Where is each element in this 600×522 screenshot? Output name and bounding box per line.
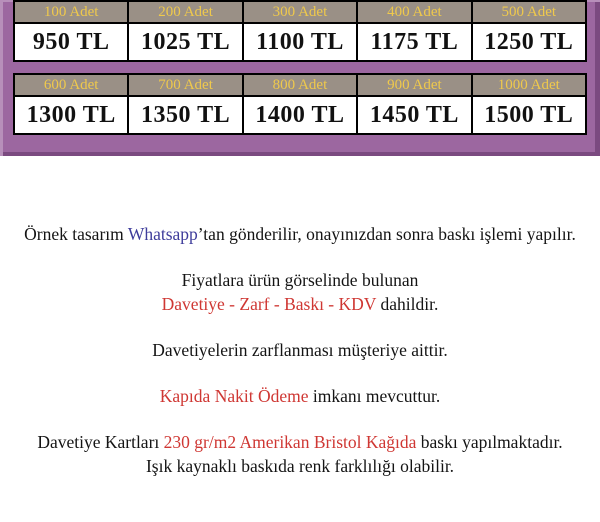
cash-on-delivery-post: imkanı mevcuttur. [308, 386, 441, 406]
qty-header-row: 600 Adet 700 Adet 800 Adet 900 Adet 1000… [12, 73, 588, 97]
price-includes-line1: Fiyatlara ürün görselinde bulunan [181, 270, 419, 290]
price-table-bottom: 600 Adet 700 Adet 800 Adet 900 Adet 1000… [12, 73, 588, 135]
price-cell: 1500 TL [470, 95, 588, 135]
qty-header-cell: 600 Adet [12, 73, 130, 97]
paper-quality-post: baskı yapılmaktadır. [416, 432, 563, 452]
qty-header-cell: 900 Adet [356, 73, 473, 97]
qty-header-cell: 400 Adet [356, 0, 473, 24]
sample-design-pre: Örnek tasarım [24, 224, 128, 244]
qty-header-cell: 100 Adet [12, 0, 130, 24]
price-cell: 1450 TL [356, 95, 473, 135]
qty-header-cell: 800 Adet [241, 73, 359, 97]
paper-quality-note: Davetiye Kartları 230 gr/m2 Amerikan Bri… [0, 430, 600, 478]
price-row: 950 TL 1025 TL 1100 TL 1175 TL 1250 TL [12, 22, 588, 62]
price-cell: 1400 TL [241, 95, 359, 135]
price-includes-note: Fiyatlara ürün görselinde bulunan Davetiy… [0, 268, 600, 316]
qty-header-cell: 300 Adet [241, 0, 359, 24]
price-row: 1300 TL 1350 TL 1400 TL 1450 TL 1500 TL [12, 95, 588, 135]
qty-header-row: 100 Adet 200 Adet 300 Adet 400 Adet 500 … [12, 0, 588, 24]
info-section: Örnek tasarım Whatsapp’tan gönderilir, o… [0, 156, 600, 478]
price-banner: 100 Adet 200 Adet 300 Adet 400 Adet 500 … [0, 0, 600, 156]
sample-design-note: Örnek tasarım Whatsapp’tan gönderilir, o… [0, 222, 600, 246]
color-difference-note: Işık kaynaklı baskıda renk farklılığı ol… [145, 456, 455, 476]
qty-header-cell: 200 Adet [127, 0, 244, 24]
price-cell: 1100 TL [241, 22, 359, 62]
whatsapp-text: Whatsapp [127, 224, 198, 244]
price-includes-post: dahildir. [376, 294, 439, 314]
paper-quality-pre: Davetiye Kartları [37, 432, 164, 452]
cash-on-delivery-note: Kapıda Nakit Ödeme imkanı mevcuttur. [0, 384, 600, 408]
price-includes-items: Davetiye - Zarf - Baskı - KDV [161, 294, 377, 314]
cash-on-delivery-highlight: Kapıda Nakit Ödeme [159, 386, 309, 406]
qty-header-cell: 500 Adet [470, 0, 588, 24]
price-cell: 950 TL [12, 22, 130, 62]
qty-header-cell: 700 Adet [127, 73, 244, 97]
sample-design-post: ’tan gönderilir, onayınızdan sonra baskı… [197, 224, 576, 244]
price-cell: 1350 TL [127, 95, 244, 135]
price-cell: 1175 TL [356, 22, 473, 62]
price-cell: 1250 TL [470, 22, 588, 62]
paper-quality-highlight: 230 gr/m2 Amerikan Bristol Kağıda [163, 432, 417, 452]
envelope-note: Davetiyelerin zarflanması müşteriye aitt… [152, 340, 448, 360]
qty-header-cell: 1000 Adet [470, 73, 588, 97]
price-table-top: 100 Adet 200 Adet 300 Adet 400 Adet 500 … [12, 0, 588, 62]
price-cell: 1025 TL [127, 22, 244, 62]
price-cell: 1300 TL [12, 95, 130, 135]
